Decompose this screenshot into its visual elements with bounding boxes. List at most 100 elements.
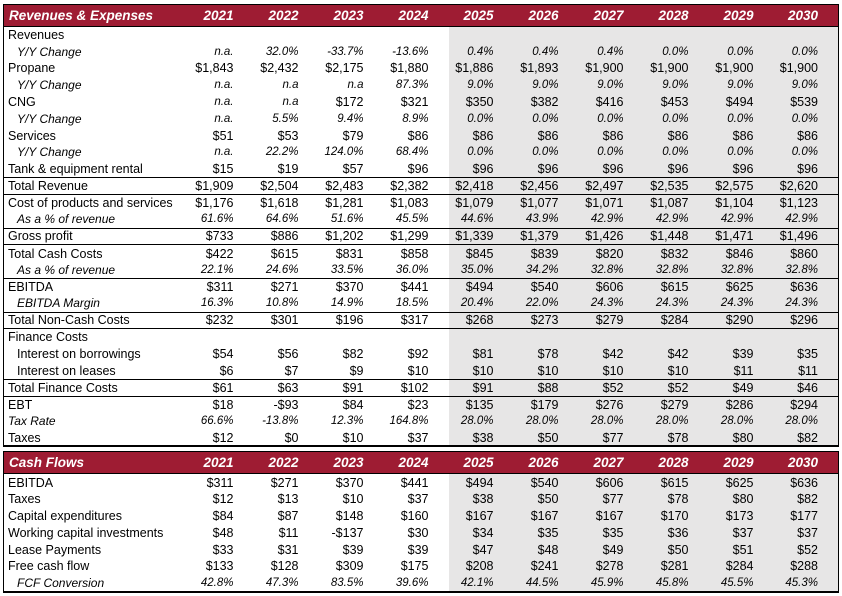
cell: $82	[342, 347, 364, 362]
cell: 42.8%	[200, 576, 234, 589]
cell: $54	[212, 347, 234, 362]
cell: $128	[270, 559, 299, 574]
cell: $18	[188, 395, 254, 413]
cell: $494	[708, 93, 774, 111]
cell: $102	[383, 378, 449, 397]
cell: $30	[407, 525, 429, 540]
cell: $241	[513, 557, 579, 575]
cell: $1,104	[708, 193, 774, 212]
cell: $615	[643, 277, 709, 296]
table-row: Capital expenditures $84 $87 $148 $160 $167 $1…	[4, 507, 839, 525]
year-header: 2024	[383, 4, 449, 27]
cell: $19	[277, 162, 299, 177]
cell: 43.9%	[513, 211, 579, 229]
cell: 22.0%	[513, 295, 579, 313]
year-header: 2029	[708, 451, 774, 475]
year-header: 2021	[188, 451, 254, 475]
cell: $48	[513, 541, 579, 558]
cell: $2,382	[383, 177, 449, 195]
cell: $175	[400, 559, 429, 574]
cell: $78	[513, 345, 579, 363]
row-label: Total Revenue	[3, 177, 189, 195]
cell: 28.0%	[643, 412, 709, 430]
cell: 9.0%	[708, 76, 774, 94]
cell: 28.0%	[513, 412, 579, 430]
cell: $42	[578, 345, 644, 363]
cell: 51.6%	[330, 213, 364, 226]
row-label: Tank & equipment rental	[8, 162, 143, 177]
table-row: Cost of products and services $1,176 $1,61…	[3, 193, 839, 212]
table-row: Tank & equipment rental $15 $19 $57 $96 $96 $9…	[4, 160, 839, 178]
cell	[384, 27, 449, 44]
cell: $208	[448, 557, 514, 575]
cell: $2,535	[643, 177, 709, 195]
table-row: Total Finance Costs $61 $63 $91 $102 $91 $88 $5…	[3, 378, 839, 397]
cell: 87.3%	[395, 79, 429, 92]
cell: $281	[643, 557, 709, 575]
cell: $92	[407, 347, 429, 362]
row-label: Services	[8, 128, 56, 143]
cell: 20.4%	[448, 295, 514, 313]
cell: 24.3%	[708, 295, 774, 313]
year-header: 2027	[578, 4, 644, 27]
cell: 0.0%	[448, 144, 514, 161]
cell: $370	[335, 475, 364, 490]
cell: 22.2%	[265, 146, 299, 159]
cell: $276	[578, 395, 644, 413]
cell: $494	[448, 473, 514, 491]
cell: $56	[277, 347, 299, 362]
cell: 83.5%	[330, 576, 364, 589]
cell: $38	[448, 490, 514, 508]
cell: $2,456	[513, 177, 579, 195]
year-header: 2028	[643, 4, 709, 27]
cell: 28.0%	[773, 412, 839, 430]
row-label: EBITDA Margin	[17, 296, 100, 311]
table-row: EBITDA Margin 16.3% 10.8% 14.9% 18.5% 20.4% 22…	[4, 295, 839, 313]
cell: $52	[578, 378, 644, 397]
cell	[708, 328, 774, 346]
cell: $86	[578, 127, 644, 145]
row-label: Lease Payments	[8, 542, 102, 557]
row-label: Cost of products and services	[3, 193, 189, 212]
cell: $96	[448, 160, 514, 178]
cell: $91	[448, 378, 514, 397]
row-label: As a % of revenue	[17, 262, 116, 277]
cell: 28.0%	[578, 412, 644, 430]
cell: 24.3%	[643, 295, 709, 313]
cell: $53	[277, 128, 299, 143]
cell: 32.0%	[265, 45, 299, 58]
cell: $77	[578, 490, 644, 508]
cell	[643, 26, 709, 44]
cell: $273	[513, 311, 579, 329]
cell: $271	[270, 475, 299, 490]
cell: $47	[448, 541, 514, 558]
cell: $7	[284, 363, 299, 378]
cell: $77	[578, 429, 644, 447]
cell: $86	[643, 127, 709, 145]
cell: $39	[708, 345, 774, 363]
cell: $177	[773, 507, 839, 525]
cell: $1,496	[773, 227, 839, 245]
cell: -$137	[331, 525, 364, 540]
cell: $286	[708, 395, 774, 413]
row-label: Tax Rate	[8, 414, 56, 429]
cell: 42.9%	[578, 211, 644, 229]
cell: $1,900	[708, 60, 774, 77]
cell: $179	[513, 395, 579, 413]
year-header: 2029	[708, 4, 774, 27]
cell: 0.4%	[578, 43, 644, 61]
cell: $12	[212, 492, 234, 507]
cell: $80	[708, 429, 774, 447]
cell: $96	[773, 160, 839, 178]
cell: $82	[773, 490, 839, 508]
cell: n.a	[282, 79, 299, 92]
cell: $846	[708, 244, 774, 262]
cell: 9.0%	[773, 76, 839, 94]
cell	[708, 26, 774, 44]
cell: $96	[708, 160, 774, 178]
cell: $61	[188, 378, 254, 397]
cell: $23	[383, 395, 449, 413]
cell: $46	[773, 378, 839, 397]
table-row: CNG n.a. n.a $172 $321 $350 $382 $416 $453 $494 $5…	[4, 93, 839, 111]
cell: 124.0%	[324, 146, 364, 159]
